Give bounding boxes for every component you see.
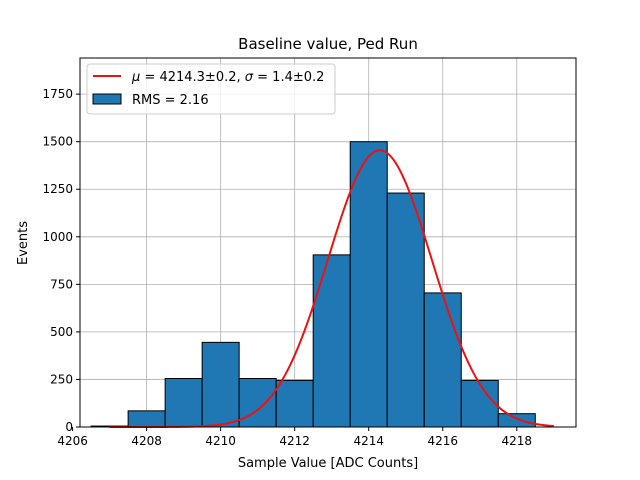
x-tick-label: 4218 xyxy=(502,434,533,448)
x-axis-ticks: 4206 4208 4210 4212 4214 4216 4218 xyxy=(57,427,532,448)
histogram-bar xyxy=(275,379,314,428)
histogram-bar xyxy=(423,292,462,428)
grid xyxy=(80,58,576,427)
histogram-bar xyxy=(312,254,351,428)
histogram-bar xyxy=(460,379,499,428)
legend-sigma-value: = 1.4±0.2 xyxy=(253,70,324,85)
y-tick-label: 250 xyxy=(50,372,73,386)
x-tick-label: 4212 xyxy=(279,434,310,448)
histogram-bars xyxy=(90,141,536,428)
y-tick-label: 500 xyxy=(50,325,73,339)
histogram-bar xyxy=(238,377,277,428)
legend-histogram-swatch xyxy=(92,93,122,105)
chart-title: Baseline value, Ped Run xyxy=(238,35,418,53)
legend-sigma-symbol: σ xyxy=(245,70,254,85)
legend-fit-label: μ = 4214.3±0.2, σ = 1.4±0.2 xyxy=(131,70,324,85)
y-tick-label: 1750 xyxy=(42,87,73,101)
y-tick-label: 1500 xyxy=(42,135,73,149)
x-tick-label: 4206 xyxy=(57,434,88,448)
y-tick-label: 0 xyxy=(65,420,73,434)
x-tick-label: 4210 xyxy=(205,434,236,448)
x-axis-label: Sample Value [ADC Counts] xyxy=(238,456,418,471)
legend: μ = 4214.3±0.2, σ = 1.4±0.2 RMS = 2.16 xyxy=(86,63,336,115)
x-tick-label: 4214 xyxy=(353,434,384,448)
legend-mu-value: = 4214.3±0.2, xyxy=(140,70,244,85)
y-tick-label: 1250 xyxy=(42,182,73,196)
legend-mu-symbol: μ xyxy=(131,70,140,85)
y-axis-ticks: 0 250 500 750 1000 1250 1500 1750 xyxy=(42,87,80,434)
histogram-bar xyxy=(201,341,240,428)
y-axis-label: Events xyxy=(16,221,31,265)
histogram-bar xyxy=(164,377,203,428)
legend-rms-label: RMS = 2.16 xyxy=(132,93,209,108)
histogram-bar xyxy=(349,141,388,428)
y-tick-label: 1000 xyxy=(42,230,73,244)
x-tick-label: 4216 xyxy=(427,434,458,448)
legend-box xyxy=(86,63,336,115)
plot-frame xyxy=(79,57,577,428)
y-tick-label: 750 xyxy=(50,277,73,291)
histogram-bar xyxy=(386,192,425,428)
histogram-bar xyxy=(497,413,536,428)
x-tick-label: 4208 xyxy=(131,434,162,448)
histogram-bar xyxy=(127,410,166,428)
